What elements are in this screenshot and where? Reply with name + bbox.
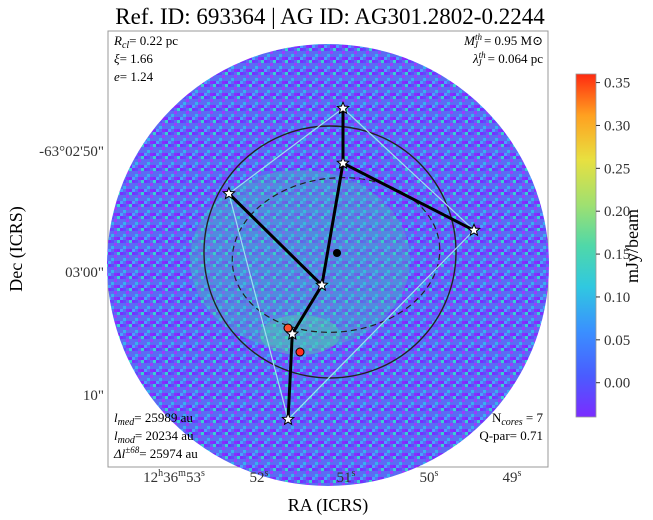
chart-title: Ref. ID: 693364 | AG ID: AG301.2802-0.22… xyxy=(115,4,545,29)
noise-field xyxy=(107,44,549,486)
core-marker xyxy=(336,101,350,115)
dashed-ellipse xyxy=(231,177,441,333)
colorbar-tick-label: 0.15 xyxy=(604,247,630,263)
x-tick-label: 51s xyxy=(337,468,356,486)
x-tick-label: 49s xyxy=(503,468,522,486)
annotation-bottom-right: Ncores = 7 Q-par= 0.71 xyxy=(479,410,543,443)
bright-clump-red-2 xyxy=(295,347,305,357)
y-tick-label: 10" xyxy=(83,388,104,404)
y-tick-label: -63°02'50" xyxy=(39,144,104,160)
x-tick-label: 52s xyxy=(250,468,269,486)
colorbar-tick-label: 0.35 xyxy=(604,76,630,92)
svg-text:Ncores = 7: Ncores = 7 xyxy=(492,410,544,428)
diffuse-emission xyxy=(190,170,410,350)
colorbar-label: mJy/beam xyxy=(622,209,642,283)
y-axis: -63°02'50" 03'00" 10" xyxy=(39,144,104,404)
svg-text:Q-par= 0.71: Q-par= 0.71 xyxy=(479,428,543,443)
svg-text:Rcl= 0.22 pc: Rcl= 0.22 pc xyxy=(113,33,178,51)
svg-text:ξ= 1.66: ξ= 1.66 xyxy=(114,51,153,66)
x-axis: 12h36m53s 52s 51s 50s 49s xyxy=(143,468,521,486)
colorbar-tick-label: 0.30 xyxy=(604,118,630,134)
emission-map xyxy=(107,44,549,486)
aperture-circle xyxy=(203,125,457,379)
colorbar-tick-label: 0.00 xyxy=(604,376,630,392)
colorbar xyxy=(575,73,597,418)
colorbar-tick-label: 0.25 xyxy=(604,161,630,177)
mst-edge xyxy=(320,162,345,286)
mst-edges xyxy=(227,108,475,420)
colorbar-tick-label: 0.20 xyxy=(604,204,630,220)
x-tick-label: 12h36m53s xyxy=(143,468,205,486)
diffuse-emission-south xyxy=(260,315,340,355)
mst-edge xyxy=(227,192,323,287)
x-axis-label: RA (ICRS) xyxy=(288,495,369,516)
cores xyxy=(221,101,481,426)
core-marker xyxy=(336,155,350,170)
svg-text:e= 1.24: e= 1.24 xyxy=(114,69,154,84)
core-marker xyxy=(314,277,329,292)
svg-text:lmed= 25989 au: lmed= 25989 au xyxy=(114,410,193,428)
mst-edge xyxy=(291,284,324,335)
svg-text:lmod= 20234 au: lmod= 20234 au xyxy=(114,428,194,446)
y-tick-label: 03'00" xyxy=(65,265,104,281)
colorbar-ticks: 0.35 0.30 0.25 0.20 0.15 0.10 0.05 0.00 xyxy=(596,76,630,392)
core-marker xyxy=(221,186,236,200)
core-marker xyxy=(467,223,481,237)
core-marker xyxy=(281,412,296,426)
mst-edge xyxy=(342,161,475,232)
annotation-top-left: Rcl= 0.22 pc ξ= 1.66 e= 1.24 xyxy=(113,33,178,84)
svg-text:Δl±68= 25974 au: Δl±68= 25974 au xyxy=(113,445,198,461)
colorbar-tick-label: 0.05 xyxy=(604,333,630,349)
annotation-bottom-left: lmed= 25989 au lmod= 20234 au Δl±68= 259… xyxy=(113,410,198,461)
bright-clump xyxy=(333,249,341,257)
bright-clump-red xyxy=(283,323,293,333)
x-tick-label: 50s xyxy=(420,468,439,486)
colorbar-tick-label: 0.10 xyxy=(604,290,630,306)
mst-edge xyxy=(286,333,294,420)
y-axis-label: Dec (ICRS) xyxy=(6,206,27,291)
annotation-top-right: Mth J = 0.95 M⊙ λth J = 0.064 pc xyxy=(463,32,543,68)
